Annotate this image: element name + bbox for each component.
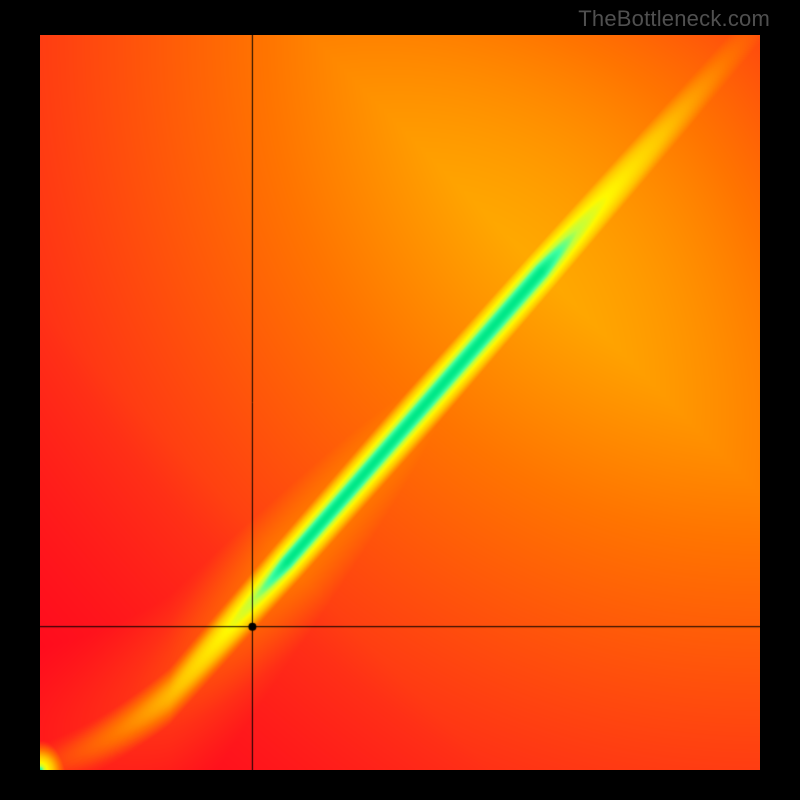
chart-frame: TheBottleneck.com [0,0,800,800]
watermark-label: TheBottleneck.com [578,6,770,32]
heatmap-canvas [40,35,760,770]
